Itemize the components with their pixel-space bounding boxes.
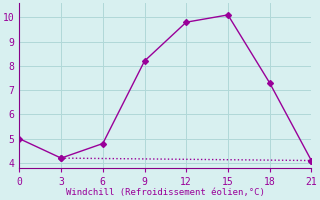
X-axis label: Windchill (Refroidissement éolien,°C): Windchill (Refroidissement éolien,°C)	[66, 188, 265, 197]
